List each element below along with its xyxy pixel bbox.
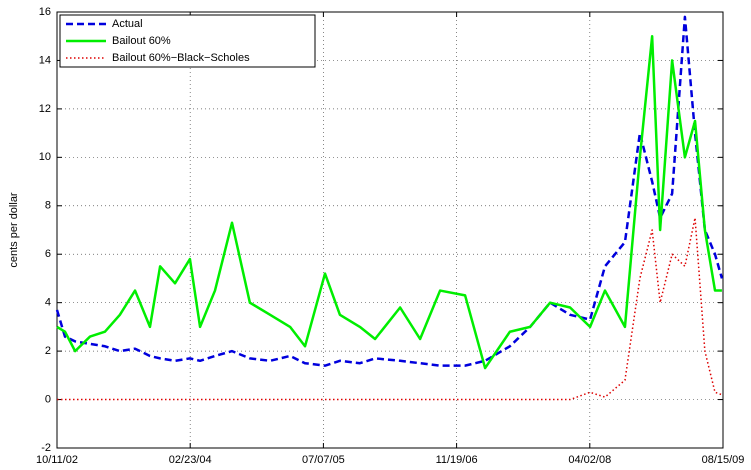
y-tick-label: 12 xyxy=(39,103,51,115)
series-line xyxy=(57,217,723,401)
y-tick-label: 4 xyxy=(45,297,51,309)
legend-label: Bailout 60% xyxy=(112,35,171,47)
series-line xyxy=(56,34,722,370)
x-tick-label: 02/23/04 xyxy=(169,454,212,466)
x-tick-label: 07/07/05 xyxy=(302,454,345,466)
x-tick-label: 04/02/08 xyxy=(568,454,611,466)
legend-label: Bailout 60%−Black−Scholes xyxy=(112,52,250,64)
y-tick-label: 10 xyxy=(39,151,51,163)
x-tick-label: 08/15/09 xyxy=(702,454,745,466)
x-tick-label: 11/19/06 xyxy=(436,454,478,466)
y-tick-label: -2 xyxy=(41,442,51,454)
series-line xyxy=(55,15,724,367)
y-axis-label: cents per dollar xyxy=(8,192,20,268)
y-tick-label: 2 xyxy=(45,345,51,357)
y-tick-label: 16 xyxy=(39,6,51,18)
y-tick-label: 0 xyxy=(45,393,51,405)
y-tick-label: 8 xyxy=(45,200,51,212)
plot-frame xyxy=(56,11,724,449)
y-tick-label: 14 xyxy=(39,54,51,66)
legend-label: Actual xyxy=(112,18,143,30)
y-tick-label: 6 xyxy=(45,248,51,260)
x-tick-label: 10/11/02 xyxy=(36,454,78,466)
